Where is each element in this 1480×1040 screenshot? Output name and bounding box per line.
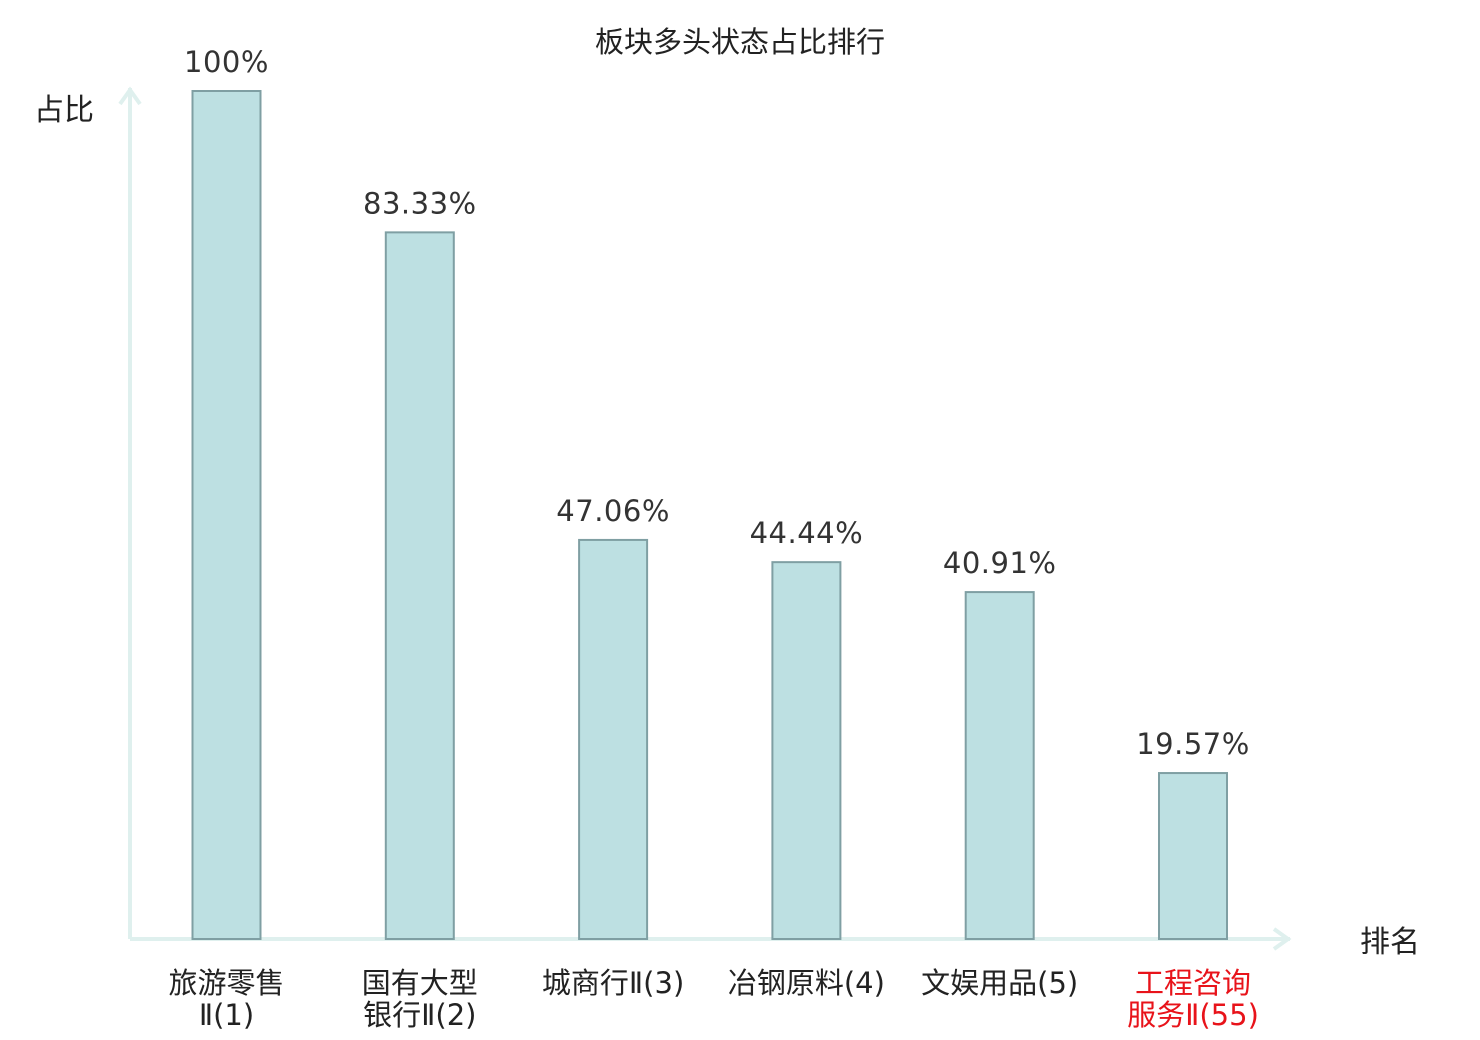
bar [1158,772,1228,940]
bar [191,90,262,940]
axes [118,86,1292,951]
bar [578,538,649,940]
x-axis-arrow [1272,927,1292,951]
bar [964,591,1035,940]
bars-group [191,90,1228,941]
x-tick-label: 服务Ⅱ(55) [1127,998,1259,1032]
bar [384,231,455,941]
x-tick-label: 国有大型 [362,966,478,1000]
x-tick-label: 文娱用品(5) [921,966,1078,1000]
x-axis-label: 排名 [1360,925,1420,960]
data-label: 47.06% [556,494,670,528]
x-tick-label: Ⅱ(1) [199,998,254,1032]
data-label: 44.44% [750,516,864,550]
data-label: 40.91% [943,546,1057,580]
data-label: 100% [184,45,269,79]
y-axis-arrow [118,86,142,106]
bar [771,561,842,940]
value-labels-group: 100% 83.33% 47.06% 44.44% 40.91% 19.57% [184,45,1250,761]
data-label: 19.57% [1136,727,1250,761]
data-label: 83.33% [363,186,477,220]
y-axis-label: 占比 [34,93,94,128]
x-tick-label: 旅游零售 [168,966,284,1000]
x-tick-label: 城商行Ⅱ(3) [542,966,684,1000]
chart-title: 板块多头状态占比排行 [595,25,885,59]
x-tick-label: 冶钢原料(4) [728,966,885,1000]
x-tick-label: 银行Ⅱ(2) [363,998,476,1032]
x-tick-label: 工程咨询 [1135,966,1251,1000]
